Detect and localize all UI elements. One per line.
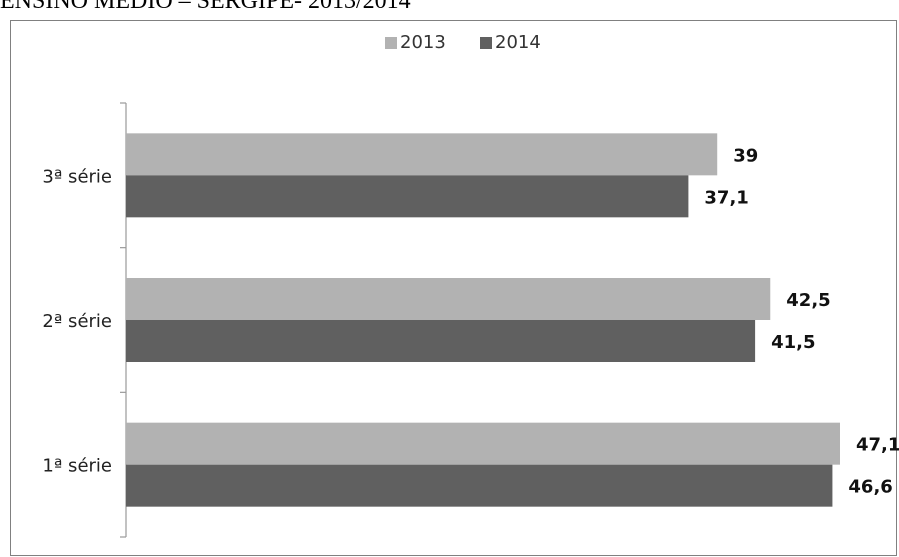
legend-swatch — [480, 37, 492, 49]
category-tick-label: 2ª série — [42, 311, 112, 332]
bar-2013-3 — [126, 422, 840, 465]
data-label: 39 — [733, 145, 758, 166]
value-labels: 39 37,1 42,5 41,5 47,1 46,6 — [704, 145, 899, 497]
legend-label: 2014 — [495, 32, 541, 53]
bar-2014-2 — [126, 320, 756, 362]
legend-label: 2013 — [400, 32, 446, 53]
bars — [126, 133, 840, 507]
legend: 2013 2014 — [385, 32, 541, 53]
legend-swatch — [385, 37, 397, 49]
category-tick-label: 3ª série — [42, 166, 112, 187]
chart-title: ENSINO MÉDIO – SERGIPE- 2013/2014 — [0, 0, 411, 14]
bar-2014-1 — [126, 175, 689, 218]
chart-frame — [10, 20, 897, 556]
data-label: 42,5 — [786, 290, 830, 311]
data-label: 37,1 — [704, 187, 748, 208]
data-label: 47,1 — [856, 435, 899, 456]
data-label: 41,5 — [771, 332, 815, 353]
bar-2013-1 — [126, 133, 718, 176]
category-axis: 3ª série 2ª série 1ª série — [42, 102, 127, 538]
category-tick-label: 1ª série — [42, 456, 112, 477]
bar-2013-2 — [126, 278, 771, 320]
bar-2014-3 — [126, 464, 833, 507]
data-label: 46,6 — [848, 477, 892, 498]
